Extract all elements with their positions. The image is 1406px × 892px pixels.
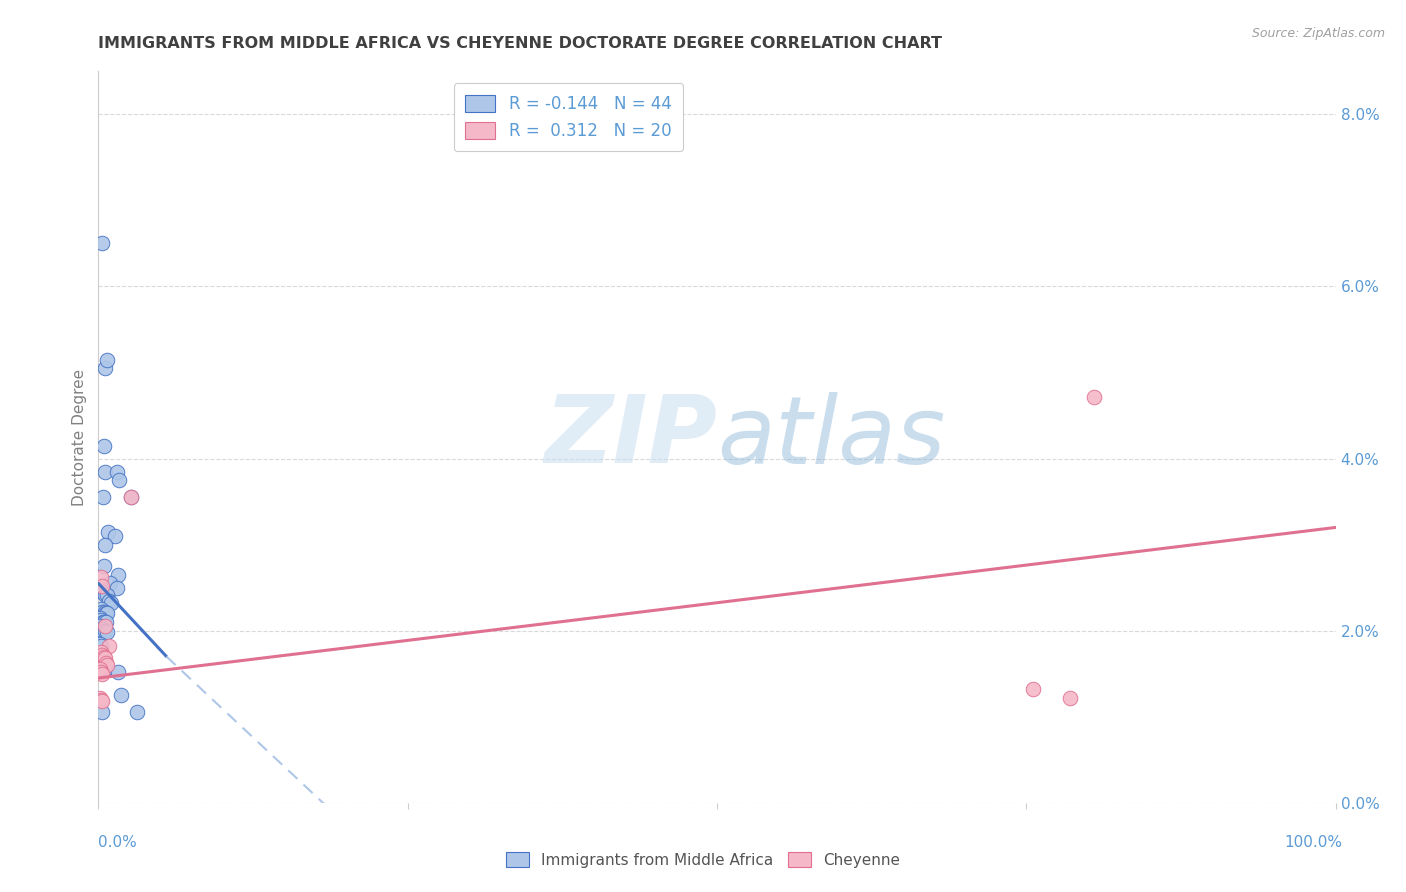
Point	[94, 651, 117, 665]
Point	[93, 615, 115, 629]
Point	[93, 559, 115, 574]
Point	[96, 352, 118, 367]
Point	[94, 361, 117, 376]
Point	[94, 538, 117, 552]
Point	[91, 605, 114, 619]
Point	[1083, 390, 1105, 404]
Point	[93, 491, 115, 505]
Point	[91, 585, 114, 599]
Point	[91, 648, 114, 662]
Point	[96, 607, 118, 621]
Point	[110, 688, 132, 702]
Point	[89, 690, 111, 705]
Text: ZIP: ZIP	[544, 391, 717, 483]
Point	[97, 524, 120, 539]
Point	[90, 639, 112, 653]
Point	[93, 439, 115, 453]
Legend: Immigrants from Middle Africa, Cheyenne: Immigrants from Middle Africa, Cheyenne	[498, 844, 908, 875]
Point	[98, 576, 121, 591]
Text: Source: ZipAtlas.com: Source: ZipAtlas.com	[1251, 27, 1385, 40]
Point	[91, 624, 114, 638]
Point	[107, 665, 129, 679]
Point	[89, 611, 111, 625]
Point	[104, 529, 127, 543]
Point	[105, 581, 128, 595]
Point	[91, 579, 114, 593]
Point	[94, 588, 117, 602]
Y-axis label: Doctorate Degree: Doctorate Degree	[72, 368, 87, 506]
Point	[89, 637, 111, 651]
Point	[91, 666, 114, 681]
Point	[94, 662, 117, 676]
Point	[120, 491, 142, 505]
Point	[96, 658, 118, 673]
Point	[105, 465, 128, 479]
Point	[90, 570, 112, 584]
Point	[94, 624, 117, 638]
Point	[97, 639, 120, 653]
Point	[94, 605, 117, 619]
Point	[90, 692, 112, 706]
Point	[89, 619, 111, 633]
Point	[89, 662, 111, 676]
Point	[100, 596, 122, 610]
Text: 100.0%: 100.0%	[1285, 836, 1343, 850]
Point	[96, 607, 118, 621]
Point	[94, 657, 117, 671]
Point	[90, 665, 112, 679]
Point	[97, 593, 120, 607]
Point	[96, 588, 118, 602]
Point	[94, 615, 117, 629]
Point	[91, 236, 114, 251]
Legend: R = -0.144   N = 44, R =  0.312   N = 20: R = -0.144 N = 44, R = 0.312 N = 20	[454, 83, 683, 152]
Point	[91, 706, 114, 720]
Point	[96, 625, 118, 640]
Point	[90, 622, 112, 636]
Point	[91, 694, 114, 708]
Point	[120, 491, 142, 505]
Point	[90, 581, 112, 595]
Text: atlas: atlas	[717, 392, 945, 483]
Text: IMMIGRANTS FROM MIDDLE AFRICA VS CHEYENNE DOCTORATE DEGREE CORRELATION CHART: IMMIGRANTS FROM MIDDLE AFRICA VS CHEYENN…	[98, 36, 942, 51]
Point	[108, 473, 131, 487]
Point	[1059, 690, 1081, 705]
Point	[93, 465, 115, 479]
Point	[1021, 682, 1043, 697]
Point	[107, 567, 129, 582]
Point	[91, 615, 114, 629]
Point	[90, 645, 112, 659]
Text: 0.0%: 0.0%	[98, 836, 138, 850]
Point	[90, 613, 112, 627]
Point	[93, 649, 115, 664]
Point	[125, 706, 148, 720]
Point	[94, 619, 117, 633]
Point	[90, 602, 112, 616]
